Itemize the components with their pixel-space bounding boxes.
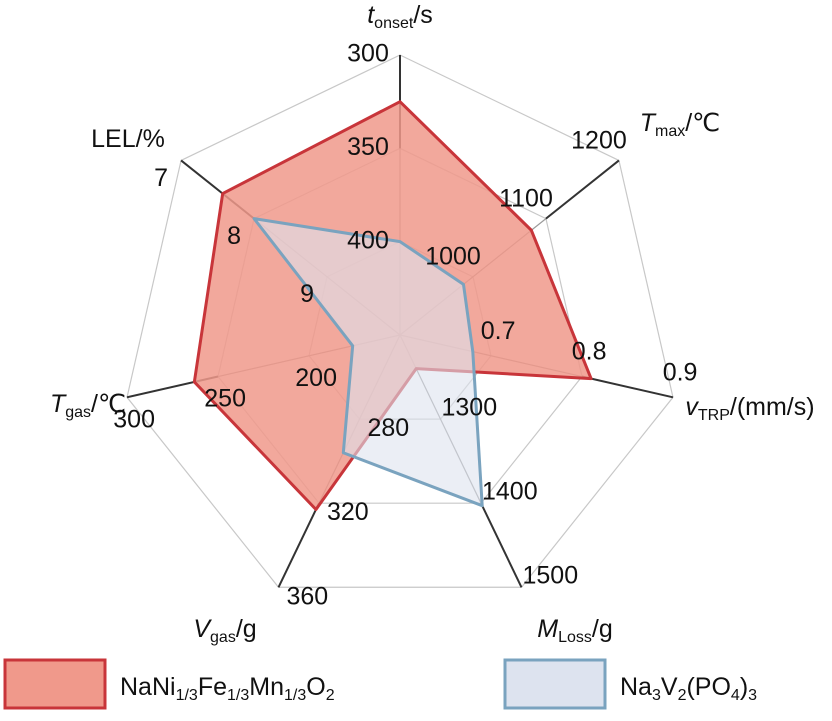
- tick-label: 1100: [499, 184, 553, 212]
- tick-label: 280: [367, 414, 409, 442]
- axis-label: tonset/s: [367, 1, 433, 33]
- tick-label: 8: [227, 222, 241, 250]
- axis-label: MLoss/g: [537, 615, 612, 647]
- tick-label: 1300: [442, 393, 498, 421]
- label-part: Na: [620, 673, 652, 701]
- label-part: Mn: [249, 673, 284, 701]
- tick-label: 360: [286, 582, 328, 610]
- axis-label: LEL/%: [91, 125, 165, 153]
- subscript: 4: [731, 687, 740, 704]
- legend-label: Na3V2(PO4)3: [620, 673, 757, 705]
- subscript: Loss: [558, 629, 592, 646]
- label-part: v: [685, 393, 699, 421]
- tick-label: 300: [113, 405, 155, 433]
- legend-label: NaNi1/3Fe1/3Mn1/3O2: [120, 673, 335, 705]
- subscript: gas: [210, 629, 236, 646]
- axis-label: vTRP/(mm/s): [685, 393, 814, 425]
- label-part: O: [306, 673, 325, 701]
- label-part: /℃: [91, 390, 126, 418]
- label-part: /s: [413, 1, 432, 29]
- tick-label: 1500: [523, 561, 579, 589]
- tick-label: 1400: [482, 477, 538, 505]
- tick-label: 7: [154, 164, 168, 192]
- tick-label: 0.7: [481, 317, 516, 345]
- legend-swatch: [3, 658, 107, 710]
- axis-label: Tgas/℃: [50, 390, 126, 422]
- subscript: onset: [374, 15, 414, 32]
- subscript: TRP: [698, 407, 730, 424]
- tick-label: 250: [204, 385, 246, 413]
- series-area: [252, 217, 484, 508]
- axis-line: [277, 502, 320, 588]
- tick-label: 400: [347, 226, 389, 254]
- tick-label: 0.8: [572, 338, 607, 366]
- tick-label: 1200: [571, 126, 627, 154]
- label-part: T: [50, 390, 67, 418]
- label-part: (PO: [686, 673, 730, 701]
- tick-label: 0.9: [663, 359, 698, 387]
- label-part: /(mm/s): [730, 393, 815, 421]
- axis-label: Vgas/g: [193, 615, 256, 647]
- subscript: max: [655, 123, 685, 140]
- tick-label: 300: [347, 40, 389, 68]
- subscript: 2: [326, 687, 335, 704]
- label-part: /g: [592, 615, 613, 643]
- legend-swatch: [503, 658, 607, 710]
- label-part: /℃: [685, 109, 720, 137]
- axis-label: Tmax/℃: [640, 109, 721, 141]
- subscript: 3: [748, 687, 757, 704]
- label-part: LEL/%: [91, 125, 165, 153]
- subscript: 1/3: [227, 687, 249, 704]
- label-part: V: [193, 615, 212, 643]
- label-part: Fe: [198, 673, 227, 701]
- axis-line: [480, 502, 523, 588]
- label-part: ): [740, 673, 748, 701]
- label-part: V: [661, 673, 678, 701]
- tick-label: 200: [295, 364, 337, 392]
- tick-label: 350: [347, 133, 389, 161]
- label-part: M: [537, 615, 558, 643]
- grid-ring: [126, 54, 674, 588]
- label-part: t: [367, 1, 375, 29]
- subscript: 2: [678, 687, 687, 704]
- tick-label: 320: [327, 498, 369, 526]
- label-part: T: [640, 109, 657, 137]
- tick-label: 1000: [425, 243, 481, 271]
- subscript: 1/3: [176, 687, 198, 704]
- subscript: 1/3: [284, 687, 306, 704]
- axis-line: [581, 375, 674, 399]
- subscript: 3: [652, 687, 661, 704]
- label-part: /g: [236, 615, 257, 643]
- subscript: gas: [65, 404, 91, 421]
- tick-label: 9: [300, 280, 314, 308]
- label-part: NaNi: [120, 673, 176, 701]
- axis-line: [545, 159, 620, 220]
